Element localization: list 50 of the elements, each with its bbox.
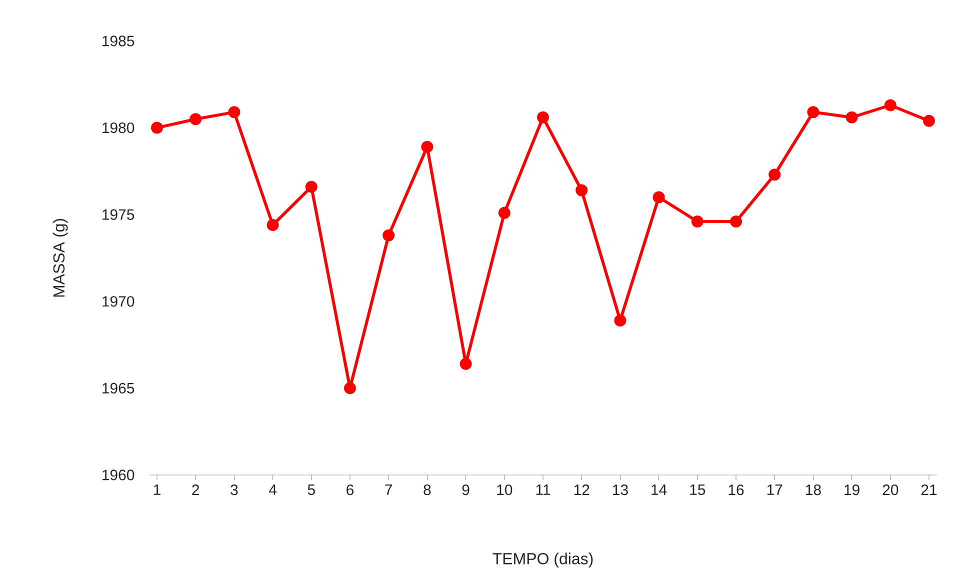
- x-tick-label: 16: [728, 484, 744, 496]
- point: [228, 106, 240, 118]
- y-tick-label: 1960: [102, 470, 134, 480]
- x-tick-label: 19: [844, 484, 860, 496]
- point: [846, 111, 858, 124]
- point: [576, 184, 588, 196]
- x-tick-label: 12: [574, 484, 590, 495]
- point: [151, 122, 164, 134]
- point: [498, 206, 510, 219]
- point: [884, 99, 896, 112]
- y-tick-label: 1980: [102, 122, 134, 134]
- y-tick-label: 1975: [102, 209, 134, 220]
- point: [652, 191, 665, 204]
- y-axis-title: MASSA (g): [52, 219, 68, 297]
- point: [614, 314, 626, 326]
- x-tick-label: 18: [806, 484, 821, 496]
- x-tick-label: 14: [652, 484, 667, 495]
- x-tick-label: 10: [497, 484, 512, 496]
- x-tick-label: 6: [346, 484, 354, 496]
- point: [421, 140, 434, 153]
- point: [460, 358, 472, 370]
- point: [691, 216, 704, 228]
- point: [266, 219, 279, 232]
- x-tick-label: 20: [882, 484, 898, 496]
- x-tick-label: 9: [462, 484, 470, 496]
- point: [923, 114, 935, 127]
- x-tick-label: 17: [767, 484, 782, 495]
- x-tick-label: 13: [613, 484, 628, 496]
- x-tick-label: 21: [921, 484, 937, 495]
- point: [537, 111, 550, 124]
- y-tick-label: 1970: [102, 296, 134, 307]
- x-tick-label: 5: [308, 484, 315, 495]
- point: [382, 229, 395, 242]
- point: [730, 216, 742, 228]
- x-axis-title: TEMPO (dias): [492, 552, 593, 568]
- x-tick-label: 11: [536, 484, 550, 495]
- x-tick-label: 8: [424, 484, 431, 496]
- point: [190, 113, 202, 126]
- x-tick-label: 4: [268, 484, 277, 495]
- y-tick-label: 1985: [102, 36, 134, 46]
- point: [305, 180, 318, 193]
- x-tick-label: 2: [192, 484, 200, 495]
- point: [768, 168, 781, 181]
- y-tick-label: 1965: [102, 382, 134, 394]
- x-tick-label: 1: [154, 484, 160, 495]
- x-tick-label: 3: [230, 484, 238, 496]
- point: [344, 382, 356, 394]
- x-tick-label: 7: [385, 484, 392, 495]
- x-tick-label: 15: [690, 484, 706, 495]
- point: [807, 106, 820, 118]
